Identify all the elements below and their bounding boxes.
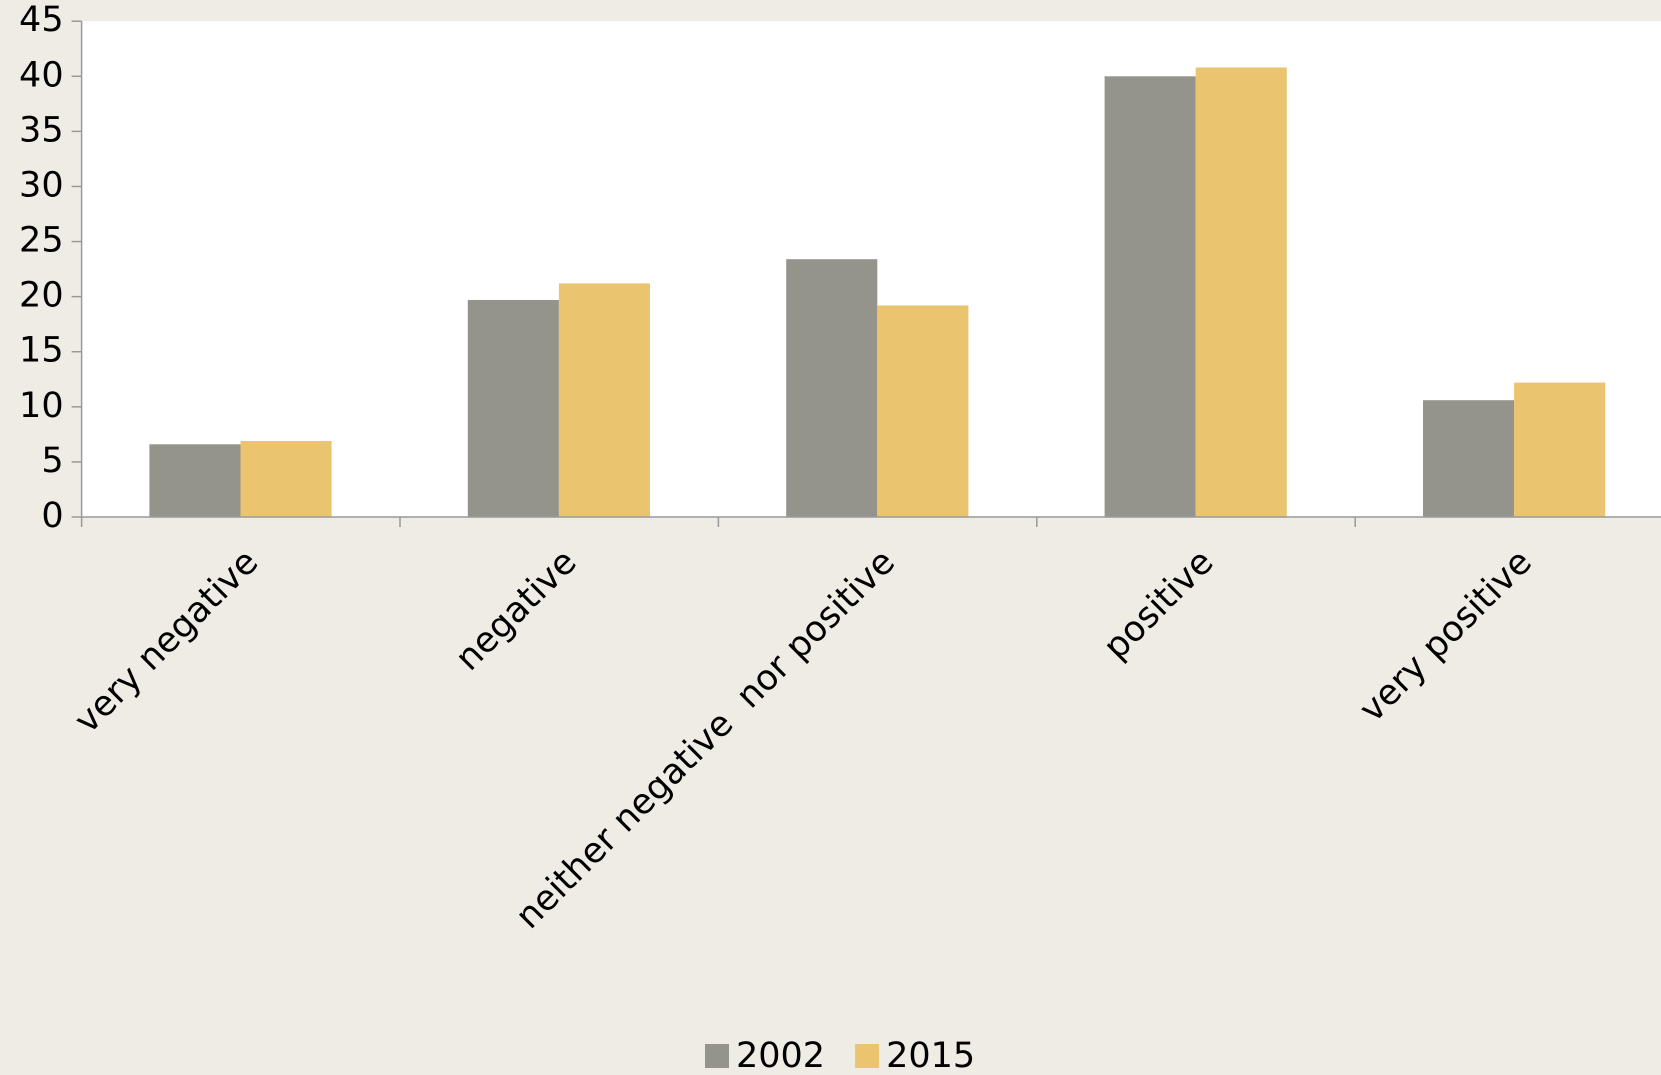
bar <box>1514 382 1606 517</box>
x-tick-label: very positive <box>1352 542 1540 730</box>
bar <box>240 440 332 517</box>
bar <box>467 299 559 517</box>
legend-swatch <box>705 1044 729 1068</box>
bar <box>1423 400 1515 517</box>
legend-label: 2002 <box>736 1036 825 1075</box>
y-tick-label: 10 <box>19 386 64 426</box>
legend-swatch <box>855 1044 880 1068</box>
y-tick-label: 20 <box>19 276 64 316</box>
bar <box>877 305 969 517</box>
bar <box>786 259 878 517</box>
y-tick-label: 40 <box>19 55 64 95</box>
y-tick-label: 15 <box>19 331 64 371</box>
y-tick-label: 0 <box>41 496 63 536</box>
y-tick-label: 30 <box>19 165 64 205</box>
bar <box>149 444 241 517</box>
bar <box>1104 76 1196 518</box>
x-tick-label: positive <box>1096 542 1221 667</box>
x-tick-label: very negative <box>67 542 266 741</box>
x-tick-label: neither negative nor positive <box>508 542 903 937</box>
y-tick-label: 35 <box>19 110 64 150</box>
y-tick-label: 25 <box>19 221 64 261</box>
legend-label: 2015 <box>886 1036 975 1075</box>
x-tick-label: negative <box>448 542 585 679</box>
bar <box>1195 67 1287 517</box>
y-tick-label: 5 <box>41 441 63 481</box>
y-tick-label: 45 <box>19 0 64 40</box>
bar <box>558 283 650 517</box>
